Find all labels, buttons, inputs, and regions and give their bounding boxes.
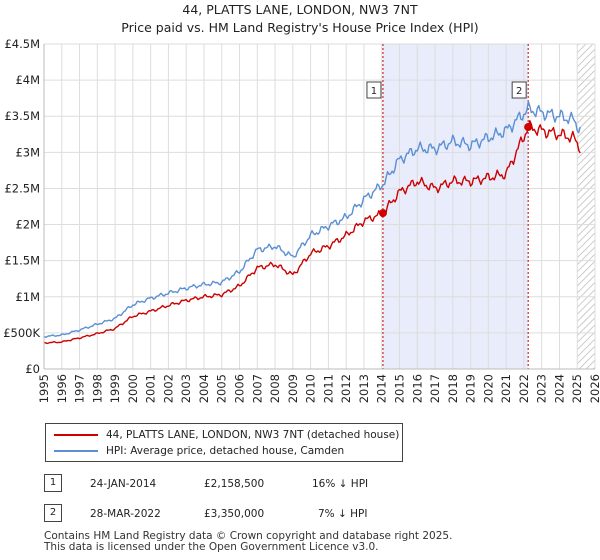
x-tick-label: 2000 <box>126 374 140 403</box>
sale-label-text: 1 <box>371 86 377 97</box>
sale-number-badge: 1 <box>44 474 62 492</box>
footer: Contains HM Land Registry data © Crown c… <box>44 531 452 553</box>
sale-price: £2,158,500 <box>204 478 265 490</box>
x-tick-label: 2010 <box>304 374 318 403</box>
y-tick-label: £4.5M <box>4 37 40 51</box>
y-tick-label: £1.5M <box>4 254 40 268</box>
x-tick-label: 2019 <box>464 374 478 403</box>
footer-line-2: This data is licensed under the Open Gov… <box>44 541 379 553</box>
future-hatch-area <box>577 44 595 369</box>
sale-hpi-diff: 7% ↓ HPI <box>318 508 368 520</box>
sale-hpi-diff: 16% ↓ HPI <box>312 478 369 490</box>
series-line-hpi <box>43 100 581 338</box>
price-chart: 1 2 £0 £500K £1M £1.5M £2M £2.5M £3M £3.5M £4M £4.… <box>3 37 600 403</box>
x-tick-label: 2012 <box>339 374 353 403</box>
x-tick-label: 2009 <box>286 374 300 403</box>
x-tick-label: 2023 <box>535 374 549 403</box>
footer-line-1: Contains HM Land Registry data © Crown c… <box>44 530 453 542</box>
legend-label-hpi: HPI: Average price, detached house, Camd… <box>106 445 345 457</box>
sale-row-1: 1 24-JAN-2014 £2,158,500 16% ↓ HPI <box>44 474 564 494</box>
x-tick-label: 2007 <box>250 374 264 403</box>
sale-label-box <box>366 81 382 99</box>
legend-swatch-hpi <box>54 450 98 452</box>
x-tick-label: 2025 <box>570 374 584 403</box>
x-tick-label: 2005 <box>215 374 229 403</box>
y-tick-label: £3M <box>15 145 40 159</box>
title-line-1: 44, PLATTS LANE, LONDON, NW3 7NT <box>182 2 418 17</box>
sale-number-badge: 2 <box>44 504 62 522</box>
x-tick-label: 2024 <box>552 374 566 403</box>
x-tick-label: 2026 <box>588 374 600 403</box>
x-tick-label: 1999 <box>108 374 122 403</box>
x-tick-label: 2004 <box>197 374 211 403</box>
y-tick-label: £3.5M <box>4 109 40 123</box>
sale-date: 24-JAN-2014 <box>90 478 157 490</box>
legend: 44, PLATTS LANE, LONDON, NW3 7NT (detach… <box>45 423 403 462</box>
sale-label-text: 2 <box>516 86 522 97</box>
sale-point <box>378 209 387 218</box>
x-tick-label: 2013 <box>357 374 371 403</box>
y-tick-label: £500K <box>3 326 40 340</box>
legend-swatch-property <box>54 434 98 436</box>
y-tick-label: £2.5M <box>4 181 40 195</box>
x-tick-label: 1997 <box>73 374 87 403</box>
x-tick-label: 1998 <box>90 374 104 403</box>
x-tick-label: 2016 <box>410 374 424 403</box>
sale-date: 28-MAR-2022 <box>90 508 161 520</box>
sale-price: £3,350,000 <box>204 508 265 520</box>
legend-item-hpi: HPI: Average price, detached house, Camd… <box>54 443 344 459</box>
series-line-property <box>43 120 581 345</box>
y-tick-label: £4M <box>15 73 40 87</box>
x-tick-label: 2008 <box>268 374 282 403</box>
sale-point <box>524 123 533 132</box>
y-tick-label: £1M <box>15 290 40 304</box>
y-tick-label: £2M <box>15 218 40 232</box>
x-tick-label: 2001 <box>144 374 158 403</box>
x-tick-label: 2011 <box>321 374 335 403</box>
title-line-2: Price paid vs. HM Land Registry's House … <box>121 20 479 35</box>
y-tick-label: £0 <box>25 362 40 376</box>
legend-item-property: 44, PLATTS LANE, LONDON, NW3 7NT (detach… <box>54 427 399 443</box>
x-tick-label: 2022 <box>517 374 531 403</box>
x-tick-label: 2002 <box>161 374 175 403</box>
x-tick-label: 2014 <box>375 374 389 403</box>
x-tick-label: 2020 <box>481 374 495 403</box>
chart-title: 44, PLATTS LANE, LONDON, NW3 7NT Price p… <box>0 1 600 37</box>
x-tick-label: 2017 <box>428 374 442 403</box>
sale-row-2: 2 28-MAR-2022 £3,350,000 7% ↓ HPI <box>44 504 564 524</box>
x-tick-label: 2021 <box>499 374 513 403</box>
x-tick-label: 1995 <box>37 374 51 403</box>
x-tick-label: 2015 <box>392 374 406 403</box>
x-tick-label: 2006 <box>233 374 247 403</box>
x-tick-label: 1996 <box>55 374 69 403</box>
highlight-period <box>382 44 529 369</box>
sale-label-box <box>511 81 527 99</box>
legend-label-property: 44, PLATTS LANE, LONDON, NW3 7NT (detach… <box>106 429 400 441</box>
x-tick-label: 2003 <box>179 374 193 403</box>
x-tick-label: 2018 <box>446 374 460 403</box>
